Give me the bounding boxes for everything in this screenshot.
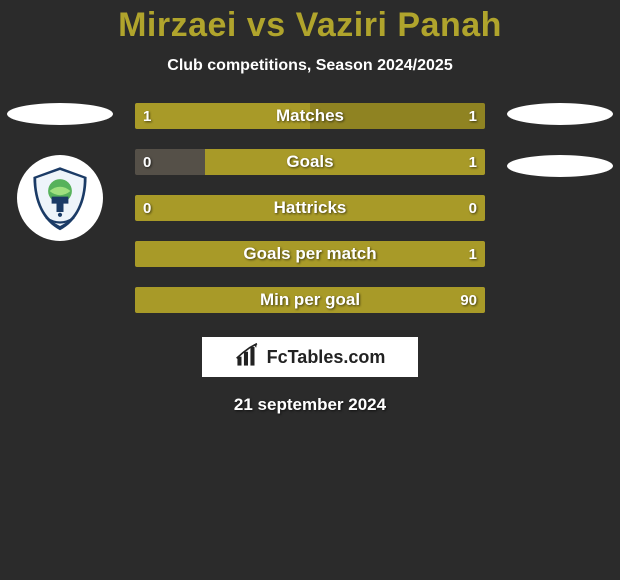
bar-fill-right [205,149,485,175]
bar-row: Goals01 [135,149,485,175]
bars-container: Matches11 Goals01 Hattricks00 Goals per mat… [135,103,485,313]
comparison-chart: Matches11 Goals01 Hattricks00 Goals per mat… [0,103,620,313]
bar-row: Matches11 [135,103,485,129]
left-player-column [0,103,120,241]
bar-fill-left [135,149,205,175]
bar-fill-left [135,103,310,129]
brand-text: FcTables.com [267,347,386,368]
player-right-ellipse1-icon [507,103,613,125]
bar-fill-right [135,241,485,267]
page-subtitle: Club competitions, Season 2024/2025 [0,57,620,75]
bar-row: Goals per match1 [135,241,485,267]
bar-fill-right [310,103,485,129]
bar-row: Hattricks00 [135,195,485,221]
bar-fill-left [135,195,485,221]
page-title: Mirzaei vs Vaziri Panah [0,0,620,45]
bar-fill-right [135,287,485,313]
footer-date: 21 september 2024 [0,395,620,415]
player-right-ellipse2-icon [507,155,613,177]
bar-row: Min per goal90 [135,287,485,313]
player-left-club-badge-icon [17,155,103,241]
bar-chart-icon [235,342,261,373]
right-player-column [500,103,620,177]
fctables-logo: FcTables.com [202,337,418,377]
player-left-ellipse-icon [7,103,113,125]
